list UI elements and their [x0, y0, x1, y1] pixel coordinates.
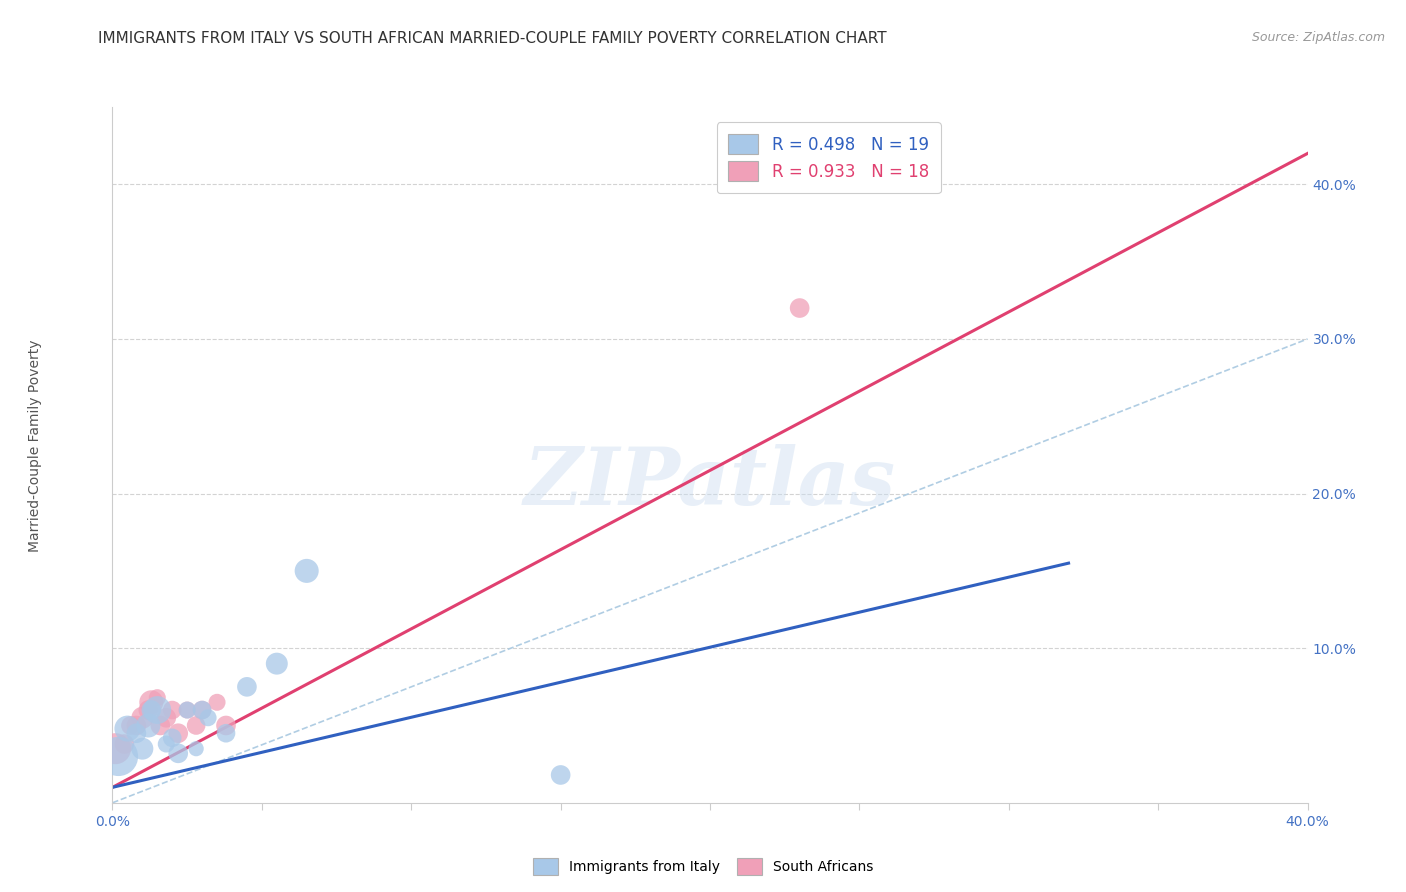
- Point: [215, 726, 238, 740]
- Point: [205, 695, 228, 709]
- Point: [191, 703, 214, 717]
- Point: [266, 657, 288, 671]
- Point: [176, 703, 198, 717]
- Point: [141, 695, 163, 709]
- Text: ZIPatlas: ZIPatlas: [524, 444, 896, 522]
- Point: [186, 718, 208, 732]
- Point: [149, 718, 172, 732]
- Point: [117, 722, 139, 736]
- Point: [295, 564, 318, 578]
- Point: [141, 703, 163, 717]
- Point: [131, 741, 153, 756]
- Point: [167, 726, 190, 740]
- Point: [176, 703, 198, 717]
- Text: Married-Couple Family Poverty: Married-Couple Family Poverty: [28, 340, 42, 552]
- Point: [789, 301, 811, 315]
- Text: Source: ZipAtlas.com: Source: ZipAtlas.com: [1251, 31, 1385, 45]
- Point: [114, 737, 135, 751]
- Legend: R = 0.498   N = 19, R = 0.933   N = 18: R = 0.498 N = 19, R = 0.933 N = 18: [717, 122, 941, 193]
- Point: [197, 711, 219, 725]
- Point: [138, 718, 160, 732]
- Point: [131, 711, 153, 725]
- Point: [162, 703, 183, 717]
- Point: [155, 737, 177, 751]
- Point: [138, 703, 160, 717]
- Text: IMMIGRANTS FROM ITALY VS SOUTH AFRICAN MARRIED-COUPLE FAMILY POVERTY CORRELATION: IMMIGRANTS FROM ITALY VS SOUTH AFRICAN M…: [98, 31, 887, 46]
- Point: [146, 690, 169, 705]
- Point: [125, 718, 148, 732]
- Point: [155, 711, 177, 725]
- Point: [215, 718, 238, 732]
- Legend: Immigrants from Italy, South Africans: Immigrants from Italy, South Africans: [527, 853, 879, 880]
- Point: [104, 741, 127, 756]
- Point: [167, 747, 190, 761]
- Point: [120, 718, 142, 732]
- Point: [125, 726, 148, 740]
- Point: [186, 741, 208, 756]
- Point: [107, 749, 129, 764]
- Point: [146, 703, 169, 717]
- Point: [191, 703, 214, 717]
- Point: [236, 680, 259, 694]
- Point: [162, 731, 183, 745]
- Point: [550, 768, 572, 782]
